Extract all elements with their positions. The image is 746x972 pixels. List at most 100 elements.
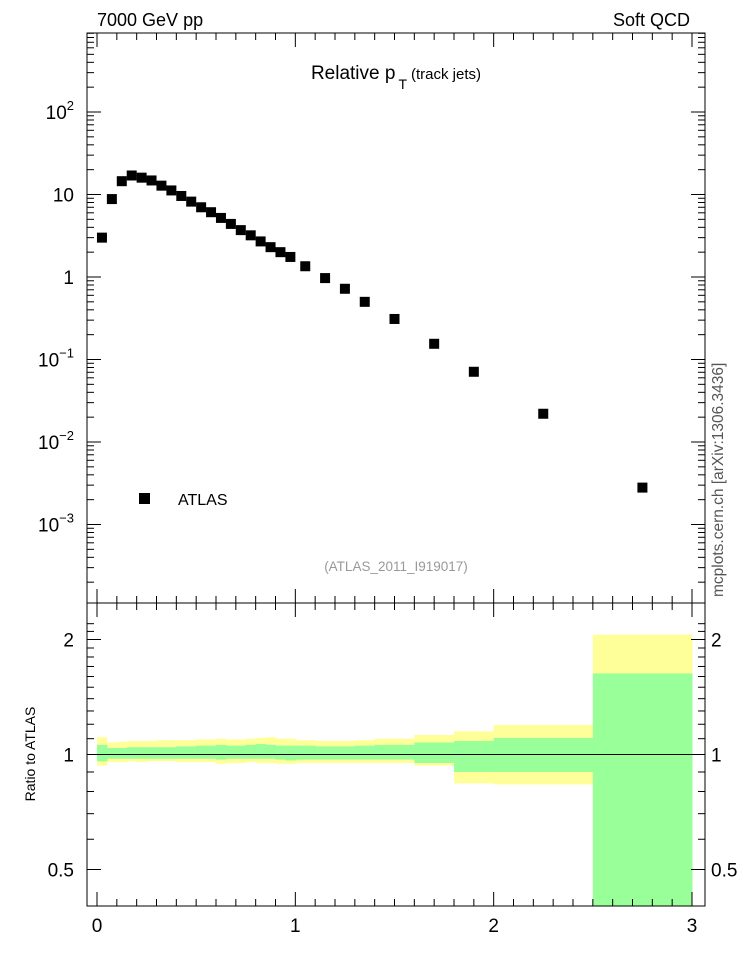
inner-band-bin — [206, 745, 217, 759]
inner-band-bin — [354, 745, 376, 760]
ratio-y-tick-label-right: 2 — [711, 631, 722, 652]
inner-band-bin — [166, 747, 177, 759]
data-point — [637, 482, 648, 493]
plot-title-main: Relative p — [311, 63, 396, 84]
inner-band-bin — [186, 746, 197, 759]
plot-title: Relative p T(track jets) — [311, 63, 481, 92]
y-tick-label-base: 10 — [53, 186, 74, 207]
inner-band-bin — [156, 747, 167, 759]
data-point — [468, 366, 479, 377]
y-tick-label-base: 10 — [38, 516, 59, 537]
inner-band-bin — [245, 744, 257, 759]
atlas-data-points — [96, 170, 648, 493]
data-point — [206, 207, 217, 218]
y-tick-label: 10−2 — [38, 428, 74, 454]
analysis-label: (ATLAS_2011_I919017) — [324, 559, 468, 574]
data-point — [235, 225, 246, 236]
inner-band-bin — [265, 744, 276, 759]
data-point — [166, 185, 177, 196]
y-tick-label-exponent: 2 — [67, 98, 74, 113]
ratio-y-tick-labels: 0.5 0.5 1 1 2 2 — [48, 631, 738, 882]
y-tick-label-exponent: −2 — [59, 428, 74, 443]
plot-title-suffix: (track jets) — [411, 66, 481, 83]
ratio-y-tick-label-right: 0.5 — [711, 861, 737, 882]
data-point — [389, 313, 400, 324]
y-tick-label: 10 — [53, 186, 74, 207]
data-point — [245, 230, 256, 241]
inner-band-bin — [196, 745, 207, 759]
data-point — [265, 242, 276, 253]
inner-band-bin — [136, 747, 148, 759]
inner-band-bin — [176, 746, 187, 759]
inner-band-bin — [454, 740, 495, 772]
data-point — [196, 202, 207, 213]
inner-band-bin — [335, 746, 356, 760]
inner-band-bin — [116, 747, 128, 759]
y-tick-label: 102 — [46, 98, 74, 124]
inner-band-bin — [225, 745, 237, 759]
ratio-plot-ticks — [87, 603, 705, 906]
legend-label-atlas: ATLAS — [178, 492, 228, 509]
data-point — [225, 218, 236, 229]
data-point — [538, 408, 549, 419]
data-point — [429, 338, 440, 349]
header-left: 7000 GeV pp — [97, 10, 203, 30]
inner-band-bin — [126, 747, 138, 759]
data-point — [339, 283, 350, 294]
inner-band-bin — [255, 744, 267, 759]
data-point — [320, 273, 331, 284]
inner-band-bin — [97, 744, 108, 762]
data-point — [126, 170, 137, 181]
inner-band-bin — [146, 747, 157, 759]
x-tick-label: 2 — [488, 916, 499, 937]
y-tick-label: 10−3 — [38, 511, 74, 537]
inner-band-bin — [374, 744, 415, 760]
inner-band-bin — [414, 742, 455, 764]
y-tick-label-exponent: −1 — [59, 346, 74, 361]
data-point — [136, 172, 147, 183]
data-point — [359, 296, 370, 307]
data-point — [96, 232, 107, 243]
inner-band-bin — [315, 746, 336, 760]
data-point — [300, 261, 311, 272]
inner-band-bin — [235, 745, 247, 759]
y-tick-label-base: 10 — [38, 433, 59, 454]
data-point — [116, 176, 127, 187]
data-point — [285, 251, 296, 262]
data-point — [186, 196, 197, 207]
y-tick-label: 10−1 — [38, 346, 74, 372]
x-tick-label: 0 — [92, 916, 103, 937]
ratio-plot-panel: 0.5 0.5 1 1 2 2 0 1 2 3 Ratio to ATLAS — [22, 602, 738, 937]
plot-title-sub: T — [398, 76, 407, 92]
header-right: Soft QCD — [613, 10, 690, 30]
inner-band-bin — [592, 673, 693, 906]
x-tick-label: 1 — [290, 916, 301, 937]
x-tick-label: 3 — [687, 916, 698, 937]
x-tick-labels: 0 1 2 3 — [92, 916, 698, 937]
data-point — [106, 194, 117, 205]
data-point — [215, 212, 226, 223]
ratio-y-tick-label-right: 1 — [711, 746, 722, 767]
ratio-y-tick-label-left: 1 — [63, 746, 74, 767]
ratio-y-axis-label: Ratio to ATLAS — [22, 707, 38, 802]
y-tick-label-base: 10 — [46, 103, 67, 124]
y-tick-label: 1 — [63, 268, 74, 289]
data-point — [156, 180, 167, 191]
inner-band-bin — [275, 745, 286, 760]
data-point — [146, 175, 157, 186]
legend-marker-atlas — [139, 493, 150, 504]
ratio-plot-frame — [86, 602, 706, 907]
data-point — [176, 190, 187, 201]
inner-band-bin — [295, 745, 316, 760]
data-point — [255, 236, 266, 247]
inner-uncertainty-band — [97, 673, 693, 906]
y-tick-label-base: 10 — [38, 351, 59, 372]
y-tick-label-base: 1 — [63, 268, 74, 289]
inner-band-bin — [216, 744, 227, 760]
inner-band-bin — [285, 745, 296, 761]
data-point — [275, 247, 286, 258]
y-tick-label-exponent: −3 — [59, 511, 74, 526]
